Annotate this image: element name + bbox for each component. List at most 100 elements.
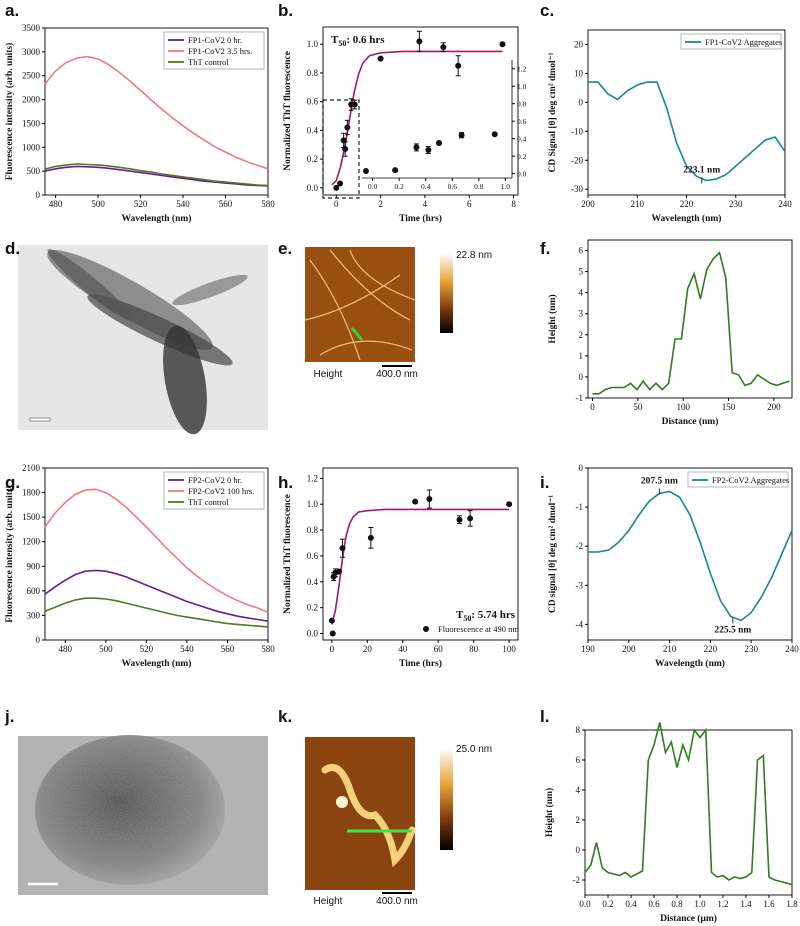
plot-frame [587,467,793,641]
y-axis-label: Fluorescence intensity (arb. units) [4,43,15,181]
data-point [456,516,463,523]
x-tick-label: 100 [676,402,690,412]
y-tick-label: 0.4 [307,577,319,587]
x-tick-label: 580 [261,644,275,654]
data-point [499,41,506,48]
colorbar-label: 25.0 nm [456,744,492,755]
x-tick-label: 40 [398,644,408,654]
inset-y-tick-label: 0.2 [517,152,527,161]
x-axis-label: Distance (μm) [660,913,717,924]
y-tick-label: 0.2 [307,154,318,164]
inset-y-tick-label: 1.2 [517,65,527,74]
data-point [412,498,419,505]
y-tick-label: -1 [576,393,584,403]
y-tick-label: 0.8 [307,68,319,78]
y-tick-label: 1 [579,351,584,361]
y-tick-label: 0.8 [307,525,319,535]
x-tick-label: 0 [334,199,339,209]
y-tick-label: 5 [579,267,584,277]
x-tick-label: 220 [704,644,718,654]
y-tick-label: -20 [571,155,583,165]
annotation: 225.5 nm [714,625,751,635]
tem-image [18,735,268,895]
x-tick-label: 0.0 [579,899,591,909]
y-tick-label: 4 [579,288,584,298]
data-point [351,101,358,108]
annotation-text: T [331,34,339,46]
panel-label: e. [278,239,292,258]
inset-y-tick-label: 0.4 [517,135,527,144]
panel-label: d. [5,239,20,258]
legend-label: FP2-CoV2 Aggregates [712,475,789,485]
inset-y-tick-label: 0.0 [517,170,527,179]
y-tick-label: 1.0 [307,499,319,509]
y-tick-label: 3000 [22,47,41,57]
y-tick-label: 0 [36,190,41,200]
x-tick-label: 0 [330,644,335,654]
x-tick-label: 480 [49,199,63,209]
plot-frame [44,27,269,196]
x-axis-label: Time (hrs) [399,213,442,224]
x-tick-label: 540 [180,644,194,654]
y-tick-label: 1500 [22,512,41,522]
data-point [342,146,349,153]
data-line [331,508,510,625]
data-line [44,597,269,628]
panel-label: a. [5,1,19,20]
y-tick-label: 6 [579,246,584,256]
y-axis-label: Normalized ThT fluorescence [283,51,293,171]
legend-label: Fluorescence at 490 nm [438,624,519,634]
panel-label: j. [4,707,14,726]
image-caption: Height [314,896,343,907]
x-tick-label: 8 [511,199,516,209]
x-axis-label: Distance (nm) [662,416,719,427]
data-point [458,132,465,139]
panel-label: i. [540,473,549,492]
x-tick-label: 220 [680,199,694,209]
y-tick-label: 0 [579,372,584,382]
data-point [467,515,474,522]
y-tick-label: 2100 [22,463,41,473]
y-tick-label: 10 [574,68,584,78]
y-tick-label: -3 [576,580,584,590]
data-point [328,617,335,624]
legend-label: FP2-CoV2 100 hrs. [188,486,254,496]
y-tick-label: -30 [571,184,583,194]
x-tick-label: 0 [590,402,595,412]
x-tick-label: 580 [261,199,275,209]
x-axis-label: Wavelength (nm) [655,658,725,669]
y-tick-label: 2500 [22,71,41,81]
data-point [367,534,374,541]
legend-label: ThT control [188,497,229,507]
y-tick-label: 0.0 [307,629,319,639]
x-axis-label: Wavelength (nm) [652,213,722,224]
data-line [44,55,269,170]
x-tick-label: 210 [631,199,645,209]
y-tick-label: 300 [27,610,41,620]
y-tick-label: 3 [579,309,584,319]
colorbar-label: 22.8 nm [456,250,492,261]
afm-image [304,247,453,367]
inset-x-tick-label: 0.8 [474,182,484,191]
y-tick-label: 0.0 [307,183,319,193]
data-point [416,38,423,45]
x-tick-label: 190 [581,644,595,654]
x-tick-label: 560 [221,644,235,654]
x-axis-label: Time (hrs) [399,658,442,669]
plot-frame [322,26,519,196]
x-tick-label: 1.0 [694,899,706,909]
x-tick-label: 560 [219,199,233,209]
y-tick-label: 500 [27,166,41,176]
annotation: 223.1 nm [683,166,720,176]
data-line [588,81,786,182]
data-point [344,124,351,131]
x-tick-label: 0.2 [602,899,613,909]
data-point [333,184,340,191]
inset-y-tick-label: 1.0 [517,82,527,91]
y-tick-label: 2 [579,330,584,340]
panel-label: k. [278,707,292,726]
legend-label: FP2-CoV2 0 hr. [188,475,242,485]
y-axis-label: Height (nm) [544,788,555,837]
